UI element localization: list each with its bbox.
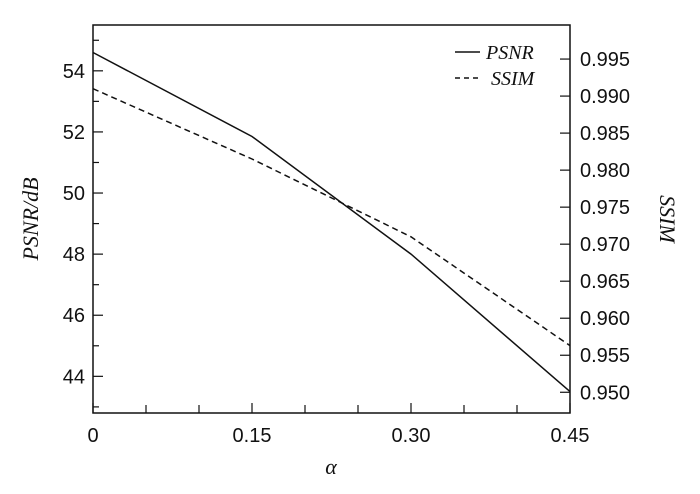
legend-psnr-label: PSNR [485,42,534,64]
legend: PSNR SSIM [455,42,536,90]
series-line-ssim [92,88,571,347]
y2-tick-label: 0.975 [580,197,630,219]
x-tick-label: 0.30 [392,425,431,447]
y2-tick-label: 0.955 [580,345,630,367]
right-y-axis-title: SSIM [655,195,680,244]
right-y-axis-ticks: 0.950 0.955 0.960 0.965 0.970 0.975 0.980 0.985… [560,49,630,404]
x-tick-label: 0.45 [551,425,590,447]
y-tick-label: 44 [63,366,85,388]
y2-tick-label: 0.965 [580,271,630,293]
y2-tick-label: 0.980 [580,160,630,182]
legend-ssim-label: SSIM [491,68,536,90]
series-line-psnr [92,51,571,393]
y-tick-label: 48 [63,244,85,266]
y-tick-label: 54 [63,61,85,83]
x-tick-label: 0 [87,425,98,447]
y-tick-label: 50 [63,183,85,205]
y2-tick-label: 0.950 [580,382,630,404]
y2-tick-label: 0.995 [580,49,630,71]
left-y-axis-title: PSNR/dB [18,177,43,261]
y2-tick-label: 0.970 [580,234,630,256]
series-layer [92,51,571,393]
y-tick-label: 52 [63,122,85,144]
y2-tick-label: 0.990 [580,86,630,108]
plot-frame [92,24,571,414]
y2-tick-label: 0.985 [580,123,630,145]
left-y-axis-ticks: 44 46 48 50 52 54 [63,39,103,408]
x-tick-label: 0.15 [233,425,272,447]
y-tick-label: 46 [63,305,85,327]
y2-tick-label: 0.960 [580,308,630,330]
x-axis-ticks: 0 0.15 0.30 0.45 [87,403,589,447]
x-axis-title: α [325,454,337,479]
